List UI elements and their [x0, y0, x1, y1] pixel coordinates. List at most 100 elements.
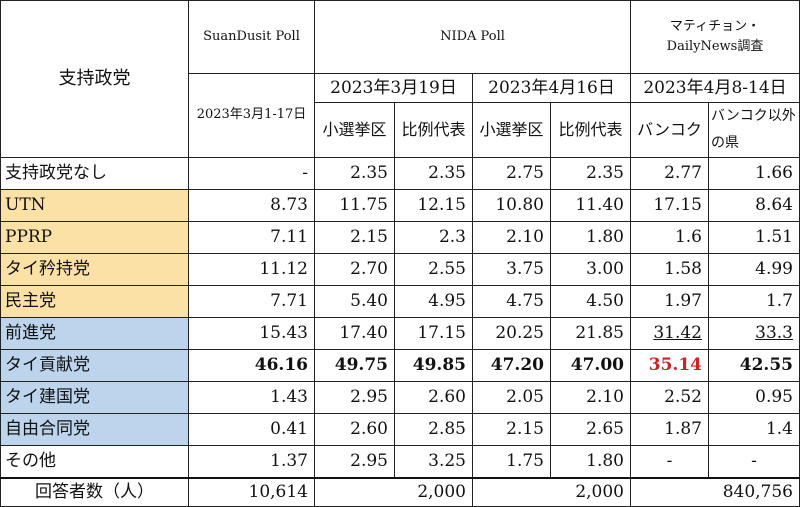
- total-nida-2: 2,000: [472, 476, 631, 507]
- party-name: 民主党: [0, 285, 189, 318]
- party-name: UTN: [0, 189, 189, 222]
- header-supported-party: 支持政党: [0, 0, 189, 158]
- value-cell: 46.16: [188, 349, 315, 382]
- value-cell: -: [630, 445, 709, 478]
- value-cell: 1.80: [550, 221, 631, 254]
- value-cell: 2.10: [550, 381, 631, 414]
- value-cell: 2.55: [394, 253, 473, 286]
- header-matichon-date: 2023年4月8-14日: [630, 73, 800, 103]
- value-cell: 2.35: [550, 157, 631, 190]
- value-cell: 2.77: [630, 157, 709, 190]
- value-cell: 2.70: [314, 253, 395, 286]
- value-cell-highlight: 35.14: [630, 349, 709, 382]
- value-cell: 4.50: [550, 285, 631, 318]
- value-cell: 1.6: [630, 221, 709, 254]
- value-cell: 2.3: [394, 221, 473, 254]
- value-cell: 3.25: [394, 445, 473, 478]
- value-cell: 1.58: [630, 253, 709, 286]
- table-row: 前進党 15.43 17.40 17.15 20.25 21.85 31.42 …: [0, 317, 800, 350]
- value-cell: 11.40: [550, 189, 631, 222]
- table-row: 自由合同党 0.41 2.60 2.85 2.15 2.65 1.87 1.4: [0, 413, 800, 446]
- value-cell: 17.40: [314, 317, 395, 350]
- value-cell: 2.35: [394, 157, 473, 190]
- value-cell: 8.64: [708, 189, 800, 222]
- value-cell: 11.12: [188, 253, 315, 286]
- value-cell: 3.00: [550, 253, 631, 286]
- value-cell: 7.11: [188, 221, 315, 254]
- value-cell: 49.85: [394, 349, 473, 382]
- value-cell: 15.43: [188, 317, 315, 350]
- value-cell: 1.4: [708, 413, 800, 446]
- value-cell: 11.75: [314, 189, 395, 222]
- party-name: タイ貢献党: [0, 349, 189, 382]
- value-cell: 2.85: [394, 413, 473, 446]
- value-cell: 1.87: [630, 413, 709, 446]
- value-cell: 49.75: [314, 349, 395, 382]
- table-row: 民主党 7.71 5.40 4.95 4.75 4.50 1.97 1.7: [0, 285, 800, 318]
- header-nida1-party-list: 比例代表: [394, 102, 473, 158]
- matichon-title-line2: DailyNews調査: [666, 39, 764, 54]
- value-cell: -: [188, 157, 315, 190]
- header-suandusit-date: 2023年3月1-17日: [188, 73, 315, 158]
- header-nida-date-2: 2023年4月16日: [472, 73, 631, 103]
- value-cell: 10.80: [472, 189, 551, 222]
- value-cell: 4.75: [472, 285, 551, 318]
- value-cell: 2.75: [472, 157, 551, 190]
- value-cell: 1.75: [472, 445, 551, 478]
- value-cell: 1.97: [630, 285, 709, 318]
- table-row: タイ建国党 1.43 2.95 2.60 2.05 2.10 2.52 0.95: [0, 381, 800, 414]
- value-cell: 1.43: [188, 381, 315, 414]
- value-cell: 42.55: [708, 349, 800, 382]
- header-matichon-bangkok: バンコク: [630, 102, 709, 158]
- table-row: UTN 8.73 11.75 12.15 10.80 11.40 17.15 8…: [0, 189, 800, 222]
- value-cell: 2.95: [314, 381, 395, 414]
- header-matichon-poll: マティチョン・ DailyNews調査: [630, 0, 800, 74]
- header-suandusit-poll: SuanDusit Poll: [188, 0, 315, 74]
- value-cell: 2.05: [472, 381, 551, 414]
- header-nida2-district: 小選挙区: [472, 102, 551, 158]
- party-name: 自由合同党: [0, 413, 189, 446]
- total-respondents-row: 回答者数（人） 10,614 2,000 2,000 840,756: [0, 476, 800, 507]
- value-cell: 2.60: [314, 413, 395, 446]
- table-row: 支持政党なし - 2.35 2.35 2.75 2.35 2.77 1.66: [0, 157, 800, 190]
- value-cell: 31.42: [630, 317, 709, 350]
- party-name: PPRP: [0, 221, 189, 254]
- value-cell: 1.66: [708, 157, 800, 190]
- value-cell: 2.95: [314, 445, 395, 478]
- header-matichon-other-provinces: バンコク以外の県: [708, 102, 800, 158]
- value-cell: 20.25: [472, 317, 551, 350]
- table-row: その他 1.37 2.95 3.25 1.75 1.80 - -: [0, 445, 800, 478]
- value-cell: 47.00: [550, 349, 631, 382]
- party-name: その他: [0, 445, 189, 478]
- value-cell: 17.15: [394, 317, 473, 350]
- value-cell: 2.15: [472, 413, 551, 446]
- value-cell: 1.80: [550, 445, 631, 478]
- underlined-value: 33.3: [755, 323, 793, 344]
- value-cell: 1.7: [708, 285, 800, 318]
- value-cell: 8.73: [188, 189, 315, 222]
- value-cell: 33.3: [708, 317, 800, 350]
- header-nida-poll: NIDA Poll: [314, 0, 631, 74]
- party-name: 前進党: [0, 317, 189, 350]
- total-suandusit: 10,614: [188, 476, 315, 507]
- value-cell: 2.52: [630, 381, 709, 414]
- value-cell: 3.75: [472, 253, 551, 286]
- value-cell: 2.35: [314, 157, 395, 190]
- value-cell: 1.51: [708, 221, 800, 254]
- value-cell: 4.99: [708, 253, 800, 286]
- value-cell: 4.95: [394, 285, 473, 318]
- value-cell: 21.85: [550, 317, 631, 350]
- value-cell: -: [708, 445, 800, 478]
- value-cell: 47.20: [472, 349, 551, 382]
- header-nida1-district: 小選挙区: [314, 102, 395, 158]
- header-nida-date-1: 2023年3月19日: [314, 73, 473, 103]
- table-row: タイ貢献党 46.16 49.75 49.85 47.20 47.00 35.1…: [0, 349, 800, 382]
- total-label: 回答者数（人）: [0, 476, 189, 507]
- party-name: 支持政党なし: [0, 157, 189, 190]
- value-cell: 12.15: [394, 189, 473, 222]
- value-cell: 2.10: [472, 221, 551, 254]
- value-cell: 5.40: [314, 285, 395, 318]
- party-name: タイ矜持党: [0, 253, 189, 286]
- value-cell: 0.95: [708, 381, 800, 414]
